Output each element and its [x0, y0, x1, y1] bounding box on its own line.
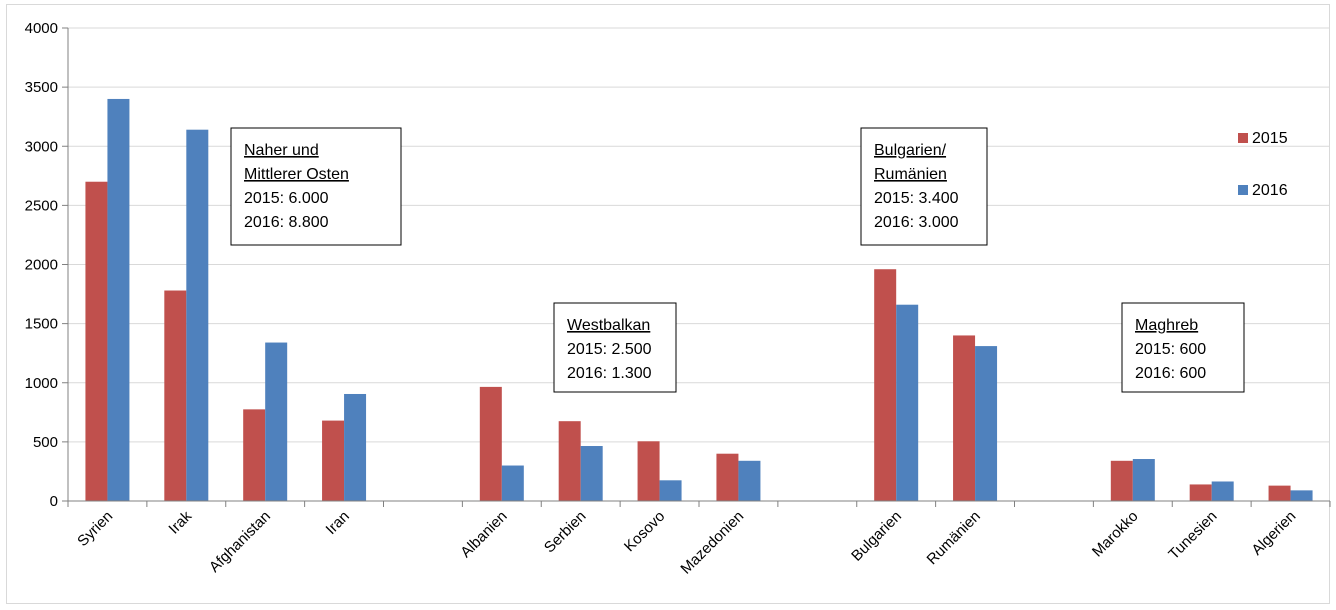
x-tick-label: Bulgarien — [848, 508, 905, 565]
bar-2016-Serbien — [580, 446, 603, 501]
bar-2016-Algerien — [1290, 490, 1313, 501]
bar-2016-Mazedonien — [738, 460, 761, 501]
annotation-border — [860, 127, 988, 246]
x-tick-label: Albanien — [457, 508, 510, 561]
legend-swatch-2015 — [1238, 133, 1248, 143]
annotation-line: 2016: 600 — [1135, 365, 1206, 382]
bar-2016-Irak — [186, 129, 209, 501]
annotation-border — [1121, 302, 1245, 393]
y-axis-ticks: 0 500 1000 1500 2000 2500 3000 3500 4000 — [25, 20, 68, 510]
annotation-line: Mittlerer Osten — [244, 166, 349, 183]
annotation-line: Westbalkan — [567, 317, 650, 334]
bar-2015-Serbien — [558, 421, 581, 501]
bar-2016-Kosovo — [659, 480, 682, 501]
bar-2016-Bulgarien — [896, 304, 919, 501]
y-tick-label: 3000 — [25, 138, 58, 155]
annotation-box: Westbalkan 2015: 2.500 2016: 1.300 — [553, 302, 677, 393]
bar-2015-Irak — [164, 290, 187, 501]
annotation-line: Maghreb — [1135, 317, 1198, 334]
bar-2016-Afghanistan — [265, 342, 288, 501]
y-tick-label: 3500 — [25, 79, 58, 96]
annotation-line: 2015: 2.500 — [567, 341, 652, 358]
annotation-boxes: Naher und Mittlerer Osten 2015: 6.000 2016:… — [230, 127, 1245, 393]
legend-swatch-2016 — [1238, 185, 1248, 195]
bars — [85, 98, 1313, 501]
bar-2016-Albanien — [501, 465, 524, 501]
bar-2015-Afghanistan — [243, 409, 266, 501]
y-tick-label: 0 — [50, 493, 58, 510]
bar-2015-Kosovo — [637, 441, 660, 501]
y-tick-label: 500 — [33, 434, 58, 451]
annotation-line: Bulgarien/ — [874, 142, 947, 159]
annotation-line: Rumänien — [874, 166, 947, 183]
bar-2016-Tunesien — [1211, 481, 1234, 501]
bar-2015-Syrien — [85, 181, 108, 501]
bar-2015-Rumänien — [953, 335, 976, 501]
bar-2016-Syrien — [107, 98, 130, 501]
bar-2015-Mazedonien — [716, 453, 739, 501]
legend: 2015 2016 — [1238, 130, 1288, 199]
annotation-line: 2016: 1.300 — [567, 365, 652, 382]
annotation-line: 2015: 6.000 — [244, 190, 329, 207]
y-tick-label: 1500 — [25, 316, 58, 333]
annotation-box: Naher und Mittlerer Osten 2015: 6.000 2016:… — [230, 127, 402, 246]
bar-2015-Marokko — [1110, 460, 1133, 501]
bar-2015-Bulgarien — [874, 269, 897, 501]
bar-2015-Tunesien — [1189, 484, 1212, 501]
bar-2015-Algerien — [1268, 485, 1291, 501]
x-axis-ticks: Syrien Irak Afghanistan Iran Albanien Serbien… — [67, 501, 1331, 578]
x-tick-label: Mazedonien — [677, 508, 747, 578]
bar-2016-Marokko — [1132, 459, 1155, 501]
legend-label-2016: 2016 — [1252, 182, 1288, 199]
annotation-box: Maghreb 2015: 600 2016: 600 — [1121, 302, 1245, 393]
y-tick-label: 4000 — [25, 20, 58, 37]
annotation-box: Bulgarien/Rumänien 2015: 3.400 2016: 3.000 — [860, 127, 988, 246]
x-tick-label: Syrien — [74, 508, 116, 550]
x-tick-label: Serbien — [541, 508, 590, 557]
bar-2015-Iran — [322, 420, 345, 501]
bar-2015-Albanien — [479, 386, 502, 501]
annotation-border — [553, 302, 677, 393]
annotation-border — [230, 127, 402, 246]
y-tick-label: 2000 — [25, 257, 58, 274]
x-tick-label: Algerien — [1248, 508, 1299, 559]
y-tick-label: 2500 — [25, 197, 58, 214]
annotation-line: 2016: 3.000 — [874, 214, 959, 231]
annotation-line: Naher und — [244, 142, 319, 159]
x-tick-label: Iran — [323, 508, 353, 538]
x-tick-label: Afghanistan — [206, 508, 274, 576]
y-tick-label: 1000 — [25, 375, 58, 392]
bar-2016-Rumänien — [975, 346, 998, 501]
x-tick-label: Kosovo — [621, 508, 668, 555]
x-tick-label: Marokko — [1089, 508, 1142, 561]
annotation-line: 2015: 3.400 — [874, 190, 959, 207]
x-tick-label: Rumänien — [924, 508, 984, 568]
annotation-line: 2015: 600 — [1135, 341, 1206, 358]
x-tick-label: Irak — [165, 507, 195, 537]
bar-2016-Iran — [344, 393, 367, 501]
annotation-line: 2016: 8.800 — [244, 214, 329, 231]
x-tick-label: Tunesien — [1165, 508, 1220, 563]
legend-label-2015: 2015 — [1252, 130, 1288, 147]
